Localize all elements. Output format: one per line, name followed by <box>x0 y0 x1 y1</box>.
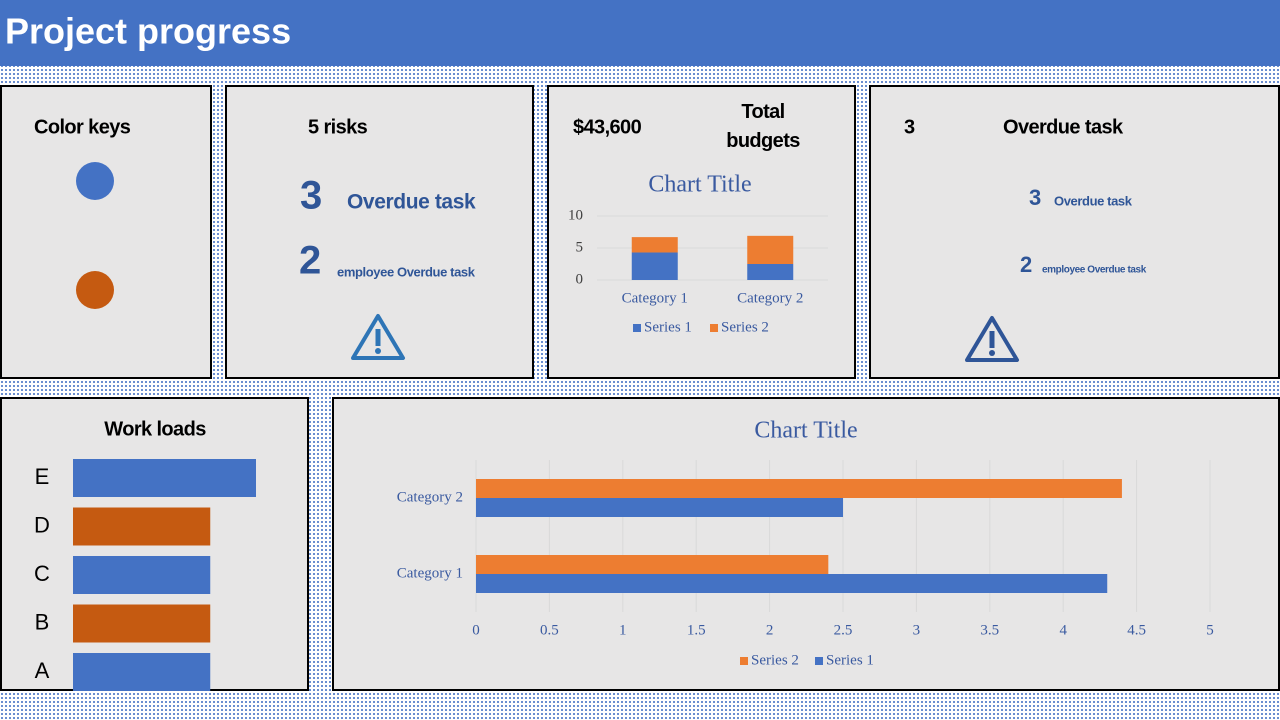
overdue-item-count: 2 <box>1020 252 1032 277</box>
overdue-label: Overdue task <box>1003 116 1124 138</box>
bar <box>73 653 211 691</box>
x-tick-label: 1.5 <box>687 622 706 638</box>
risk-label: Overdue task <box>347 191 476 214</box>
overdue-count: 3 <box>904 116 915 138</box>
y-tick-label: 10 <box>568 207 583 223</box>
y-tick-label: C <box>34 561 50 586</box>
legend-label: Series 1 <box>826 652 874 668</box>
chart-title: Work loads <box>104 418 206 440</box>
overdue-item-label: Overdue task <box>1054 193 1133 208</box>
x-tick-label: 2 <box>766 622 774 638</box>
bar-segment <box>747 235 794 264</box>
panel <box>869 85 1280 379</box>
y-tick-label: E <box>35 464 50 489</box>
legend-label: Series 2 <box>721 319 769 335</box>
x-tick-label: 3 <box>913 622 921 638</box>
warning-icon <box>351 314 405 360</box>
legend-label: Series 2 <box>751 652 799 668</box>
risks-title: 5 risks <box>308 116 368 138</box>
legend-swatch <box>815 657 823 665</box>
bar <box>476 555 829 574</box>
header-bar <box>0 0 1280 66</box>
color-keys-title: Color keys <box>34 116 131 138</box>
bar <box>73 556 211 594</box>
x-tick-label: 2.5 <box>834 622 853 638</box>
y-tick-label: A <box>35 658 50 683</box>
legend-label: Series 1 <box>644 319 692 335</box>
bar <box>476 498 843 517</box>
chart-title: Chart Title <box>754 418 857 444</box>
y-tick-label: 5 <box>576 239 584 255</box>
panel <box>547 85 856 379</box>
x-tick-label: 0.5 <box>540 622 559 638</box>
x-tick-label: 3.5 <box>980 622 999 638</box>
bar <box>476 479 1122 498</box>
overdue-item-label: employee Overdue task <box>1042 265 1147 276</box>
warning-icon <box>965 316 1019 362</box>
budget-amount: $43,600 <box>573 116 642 138</box>
x-tick-label: 4 <box>1059 622 1067 638</box>
risk-count: 3 <box>300 174 322 218</box>
budget-label: Total budgets <box>726 101 800 152</box>
x-tick-label: Category 2 <box>737 290 803 306</box>
bar <box>73 604 211 643</box>
bar-segment <box>747 264 794 280</box>
bar <box>73 507 211 546</box>
color-key-dot <box>76 162 114 200</box>
x-tick-label: 4.5 <box>1127 622 1146 638</box>
y-tick-label: Category 1 <box>397 565 463 581</box>
y-tick-label: D <box>34 512 50 537</box>
x-tick-label: Category 1 <box>622 290 688 306</box>
risk-count: 2 <box>299 239 321 283</box>
overdue-item-count: 3 <box>1029 185 1041 210</box>
y-tick-label: 0 <box>576 271 584 287</box>
panel <box>332 397 1280 691</box>
legend-swatch <box>710 324 718 332</box>
bar <box>476 574 1108 593</box>
x-tick-label: 0 <box>472 622 480 638</box>
bar-segment <box>631 252 678 280</box>
page-title: Project progress <box>5 11 291 52</box>
bar <box>73 459 256 497</box>
color-key-dot <box>76 271 114 309</box>
legend-swatch <box>740 657 748 665</box>
panel <box>0 85 212 379</box>
x-tick-label: 1 <box>619 622 627 638</box>
x-tick-label: 5 <box>1206 622 1214 638</box>
legend-swatch <box>633 324 641 332</box>
y-tick-label: B <box>35 609 50 634</box>
bar-segment <box>631 237 678 253</box>
chart-title: Chart Title <box>648 172 751 198</box>
risk-label: employee Overdue task <box>337 264 476 279</box>
y-tick-label: Category 2 <box>397 489 463 505</box>
